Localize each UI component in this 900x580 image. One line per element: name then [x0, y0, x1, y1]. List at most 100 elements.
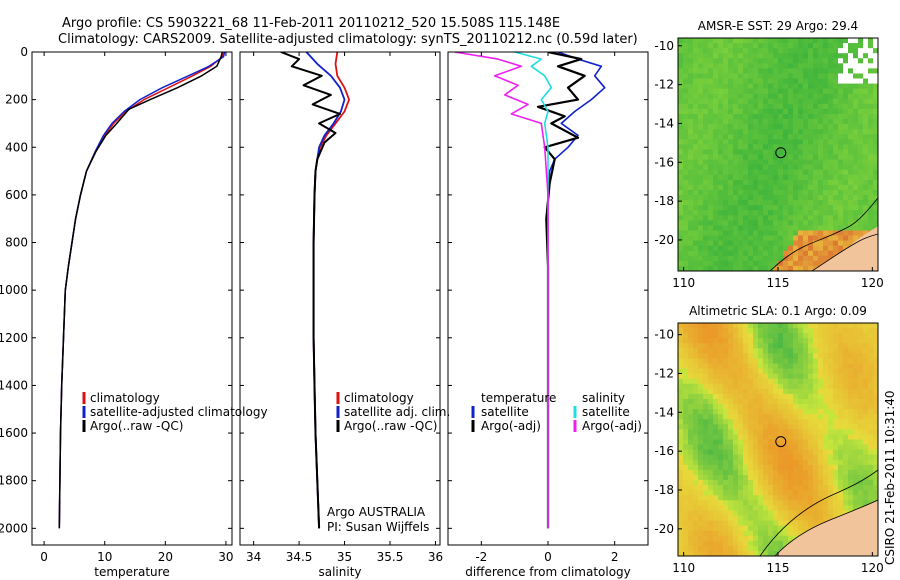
- map-cell: [738, 200, 744, 206]
- map-cell: [683, 343, 689, 349]
- map-cell: [708, 358, 714, 364]
- map-cell: [698, 260, 704, 267]
- map-cell: [823, 134, 829, 140]
- map-cell: [783, 398, 789, 405]
- map-cell: [728, 265, 734, 271]
- map-cell: [763, 414, 769, 420]
- map-cell: [808, 174, 814, 181]
- map-cell: [798, 260, 804, 267]
- map-cell: [688, 88, 694, 95]
- map-cell: [858, 154, 864, 160]
- map-cell: [853, 78, 859, 84]
- map-cell: [708, 343, 714, 349]
- map-cell: [758, 500, 764, 506]
- map-cell: [708, 149, 714, 155]
- map-cell: [783, 225, 789, 231]
- map-cell: [728, 260, 734, 267]
- map-cell: [798, 333, 804, 339]
- map-cell: [738, 189, 744, 196]
- map-cell: [813, 250, 819, 257]
- map-cell: [843, 444, 849, 451]
- map-cell: [733, 535, 739, 542]
- map-cell: [868, 459, 874, 466]
- map-cell: [768, 388, 774, 395]
- map-cell: [688, 429, 694, 435]
- map-cell: [678, 78, 684, 84]
- x-tick-label: 2: [611, 550, 619, 564]
- map-cell: [863, 38, 869, 44]
- y-tick-label: 1600: [0, 426, 28, 440]
- map-cell: [688, 108, 694, 115]
- map-cell: [763, 195, 769, 201]
- map-cell: [768, 464, 774, 471]
- map-cell: [693, 515, 699, 521]
- map-cell: [773, 260, 779, 267]
- map-cell: [828, 129, 834, 135]
- map-cell: [848, 240, 854, 247]
- map-cell: [733, 63, 739, 69]
- map-cell: [728, 424, 734, 430]
- map-cell: [748, 240, 754, 247]
- map-cell: [863, 103, 869, 110]
- map-cell: [848, 53, 854, 59]
- map-cell: [803, 328, 809, 334]
- map-cell: [753, 38, 759, 44]
- map-cell: [818, 490, 824, 496]
- map-cell: [758, 429, 764, 435]
- map-cell: [688, 73, 694, 79]
- map-cell: [758, 38, 764, 44]
- map-cell: [753, 343, 759, 349]
- map-cell: [713, 500, 719, 506]
- map-cell: [698, 358, 704, 364]
- map-cell: [823, 149, 829, 155]
- map-cell: [813, 58, 819, 64]
- map-cell: [848, 333, 854, 339]
- map-cell: [873, 490, 878, 496]
- map-cell: [698, 215, 704, 221]
- map-cell: [743, 159, 749, 166]
- map-cell: [758, 179, 764, 186]
- map-cell: [873, 169, 878, 176]
- map-cell: [843, 490, 849, 496]
- map-cell: [718, 220, 724, 226]
- map-cell: [863, 68, 869, 74]
- map-cell: [833, 469, 839, 476]
- map-cell: [743, 454, 749, 461]
- map-cell: [713, 434, 719, 440]
- map-cell: [773, 515, 779, 521]
- map-cell: [838, 200, 844, 206]
- map-cell: [838, 63, 844, 69]
- map-cell: [763, 373, 769, 380]
- map-cell: [768, 454, 774, 461]
- map-cell: [703, 129, 709, 135]
- map-cell: [768, 444, 774, 451]
- map-cell: [728, 338, 734, 344]
- map-cell: [703, 459, 709, 466]
- map-cell: [738, 449, 744, 456]
- map-cell: [768, 358, 774, 364]
- map-cell: [773, 174, 779, 181]
- map-cell: [873, 48, 878, 54]
- map-cell: [693, 490, 699, 496]
- map-cell: [868, 83, 874, 90]
- map-cell: [863, 129, 869, 135]
- map-cell: [788, 240, 794, 247]
- map-cell: [853, 474, 859, 481]
- map-cell: [758, 48, 764, 54]
- map-cell: [778, 174, 784, 181]
- map-cell: [688, 505, 694, 511]
- map-cell: [768, 144, 774, 150]
- map-cell: [743, 240, 749, 247]
- map-cell: [828, 225, 834, 231]
- map-cell: [833, 58, 839, 64]
- map-cell: [833, 43, 839, 49]
- map-cell: [768, 245, 774, 252]
- map-cell: [733, 174, 739, 181]
- map-cell: [828, 68, 834, 74]
- map-cell: [788, 205, 794, 211]
- map-cell: [738, 409, 744, 415]
- map-cell: [788, 419, 794, 425]
- map-cell: [718, 98, 724, 105]
- map-cell: [823, 169, 829, 176]
- map-cell: [823, 43, 829, 49]
